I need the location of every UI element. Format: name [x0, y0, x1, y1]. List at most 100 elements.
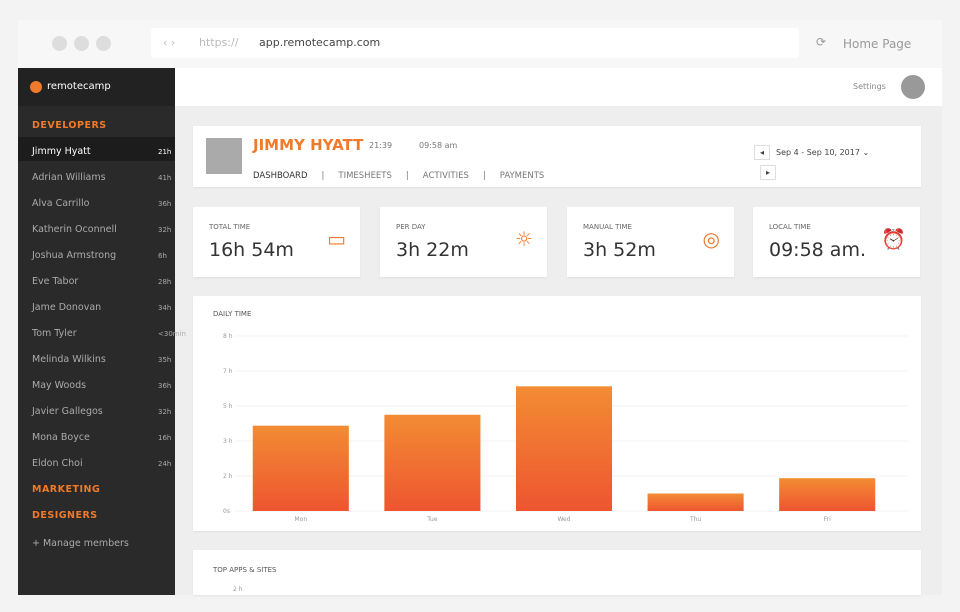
profile-time: 21:39 [369, 141, 393, 150]
group-header[interactable]: DEVELOPERS [32, 120, 107, 131]
member-name[interactable]: Alva Carrillo [32, 198, 90, 209]
reload[interactable]: ⟳ [816, 35, 827, 49]
stat-icon: ◎ [702, 227, 720, 251]
nav-link[interactable]: ACTIVITIES [422, 171, 469, 181]
y-tick-label: 7 h [223, 368, 233, 375]
group-header[interactable]: MARKETING [32, 484, 101, 495]
separator: | [482, 171, 486, 181]
bar [647, 493, 744, 511]
y-tick-label: 8 h [223, 333, 233, 340]
stat-icon: ⏰ [881, 227, 906, 251]
settings[interactable]: Settings [853, 82, 886, 91]
stat-label: PER DAY [396, 223, 426, 231]
active-row [18, 137, 175, 161]
stat-card: LOCAL TIME 09:58 am. ⏰ [753, 207, 920, 277]
stat-label: TOTAL TIME [209, 223, 251, 231]
home-link[interactable]: Home Page [843, 37, 912, 51]
stat-value: 3h 52m [583, 239, 656, 261]
chart-title: DAILY TIME [213, 310, 251, 318]
x-tick-label: Fri [824, 516, 831, 523]
member-name[interactable]: Jimmy Hyatt [32, 146, 91, 157]
member-hours: 32h [158, 226, 172, 234]
x-tick-label: Mon [294, 516, 307, 523]
member-hours: 41h [158, 174, 172, 182]
y-tick-label: 5 h [223, 403, 233, 410]
brand-logo [30, 81, 42, 93]
nav-link[interactable]: DASHBOARD [253, 171, 308, 181]
profile-name: JIMMY HYATT [253, 136, 364, 154]
stat-value: 09:58 am. [769, 239, 866, 261]
x-tick-label: Thu [689, 516, 701, 523]
date-range: Sep 4 - Sep 10, 2017 [776, 148, 860, 157]
member-hours: 16h [158, 434, 172, 442]
manage-members[interactable]: + Manage members [32, 538, 129, 549]
nav-link[interactable]: TIMESHEETS [338, 171, 392, 181]
member-name[interactable]: Katherin Oconnell [32, 224, 117, 235]
member-name[interactable]: Joshua Armstrong [32, 250, 117, 261]
member-hours: 24h [158, 460, 172, 468]
top-apps-card: TOP APPS & SITES 2 h [193, 550, 921, 595]
date-picker[interactable]: ◂ Sep 4 - Sep 10, 2017 ⌄ ▸ [754, 143, 890, 180]
stat-label: MANUAL TIME [583, 223, 632, 231]
chart: DAILY TIME 0s 2 h 3 h 5 h 7 h 8 h Mon Tue Wed Thu… [213, 310, 908, 523]
top-bar: Settings [175, 68, 942, 106]
member-hours: 36h [158, 382, 172, 390]
bar [515, 386, 613, 511]
member-name[interactable]: Melinda Wilkins [32, 354, 106, 365]
nav-link[interactable]: PAYMENTS [499, 171, 545, 181]
stat-label: LOCAL TIME [769, 223, 811, 231]
url: app.remotecamp.com [259, 36, 381, 49]
member-name[interactable]: Tom Tyler [32, 328, 77, 339]
member-hours: 6h [158, 252, 167, 260]
title-bar: ‹ › https:// app.remotecamp.com ⟳ Home P… [18, 20, 942, 68]
separator: | [405, 171, 409, 181]
member-hours: 32h [158, 408, 172, 416]
stat-value: 16h 54m [209, 239, 294, 261]
window-dot [74, 36, 89, 51]
brand: remotecamp [47, 81, 111, 92]
y-tick-label: 3 h [223, 438, 233, 445]
profile-photo [206, 138, 242, 174]
member-hours: 36h [158, 200, 172, 208]
member-name[interactable]: Eve Tabor [32, 276, 79, 287]
profile-nav: DASHBOARD | TIMESHEETS | ACTIVITIES | PAYMENTS [253, 163, 558, 182]
member-hours: <30min [158, 330, 186, 338]
member-name[interactable]: Jame Donovan [32, 302, 102, 313]
brand-bar: remotecamp [18, 68, 175, 106]
window-dot [96, 36, 111, 51]
sidebar: remotecamp DEVELOPERS Jimmy Hyatt 21h Adria… [18, 68, 186, 595]
stat-card: MANUAL TIME 3h 52m ◎ [567, 207, 734, 277]
member-hours: 34h [158, 304, 172, 312]
stat-icon: ▭ [327, 227, 346, 251]
member-hours: 35h [158, 356, 172, 364]
group-header[interactable]: DESIGNERS [32, 510, 98, 521]
member-name[interactable]: Javier Gallegos [32, 406, 103, 417]
member-name[interactable]: May Woods [32, 380, 87, 391]
member-hours: 28h [158, 278, 172, 286]
member-name[interactable]: Mona Boyce [32, 432, 90, 443]
bar [252, 425, 349, 511]
profile-card: JIMMY HYATT 21:39 09:58 am DASHBOARD | TIM… [193, 126, 921, 187]
stat-card: PER DAY 3h 22m ☼ [380, 207, 547, 277]
url-prefix: https:// [199, 36, 239, 49]
bar [384, 414, 481, 511]
nav-arrows[interactable]: ‹ › [163, 36, 176, 49]
member-hours: 21h [158, 148, 172, 156]
y-tick-label: 0s [223, 508, 230, 515]
address-bar[interactable]: ‹ › https:// app.remotecamp.com [151, 28, 799, 58]
member-name[interactable]: Eldon Choi [32, 458, 83, 469]
daily-time-card: DAILY TIME 0s 2 h 3 h 5 h 7 h 8 h Mon Tue Wed Thu… [193, 296, 921, 531]
stat-card: TOTAL TIME 16h 54m ▭ [193, 207, 360, 277]
stat-value: 3h 22m [396, 239, 469, 261]
user-avatar[interactable] [901, 75, 925, 99]
y-tick-label: 2 h [233, 586, 243, 593]
stat-icon: ☼ [515, 227, 533, 251]
y-tick-label: 2 h [223, 473, 233, 480]
window-dot [52, 36, 67, 51]
member-name[interactable]: Adrian Williams [32, 172, 106, 183]
card-title: TOP APPS & SITES [213, 566, 277, 574]
x-tick-label: Tue [426, 516, 438, 523]
bar [779, 478, 876, 511]
separator: | [321, 171, 325, 181]
